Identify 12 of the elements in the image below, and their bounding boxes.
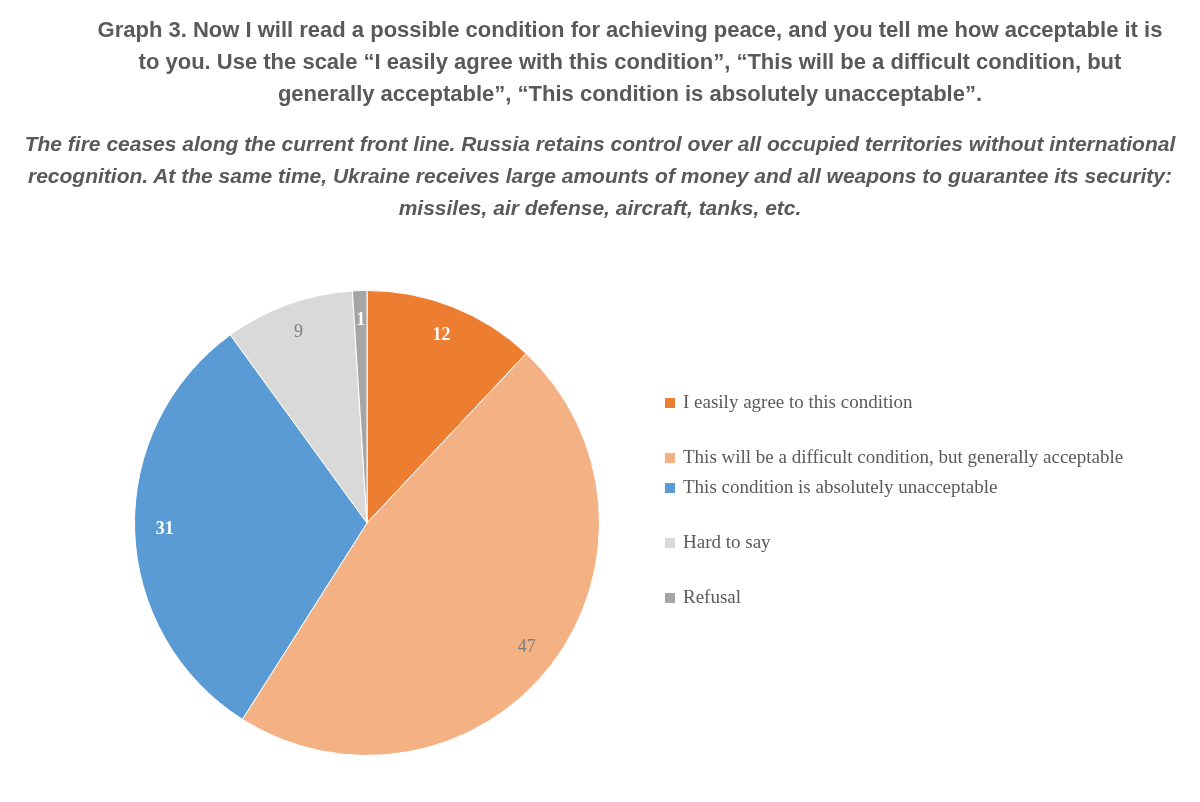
- chart-subtitle: The fire ceases along the current front line. Russia retains control over all occupied territories without international recognition. At the same time, Ukraine receives large amounts of money and all weapons to guarantee its security: missiles, air defense, aircraft, tanks, etc.: [23, 131, 1177, 221]
- data-label: 47: [517, 635, 536, 656]
- legend-label: Refusal: [683, 586, 742, 607]
- legend-label: I easily agree to this condition: [683, 391, 913, 412]
- legend-label: This will be a difficult condition, but generally acceptable: [683, 446, 1124, 467]
- legend-label: Hard to say: [683, 531, 771, 552]
- chart-title: Graph 3. Now I will read a possible condition for achieving peace, and you tell me how acceptable it is to you. Use the scale “I easily agree with this condition”, “This will be a difficult condition, but generally acceptable”, “This condition is absolutely unacceptable”.: [96, 16, 1164, 108]
- data-label: 1: [356, 309, 366, 330]
- data-label: 9: [293, 321, 303, 342]
- data-label: 31: [155, 518, 174, 539]
- legend-label: This condition is absolutely unacceptable: [683, 476, 998, 497]
- data-label: 12: [432, 323, 451, 344]
